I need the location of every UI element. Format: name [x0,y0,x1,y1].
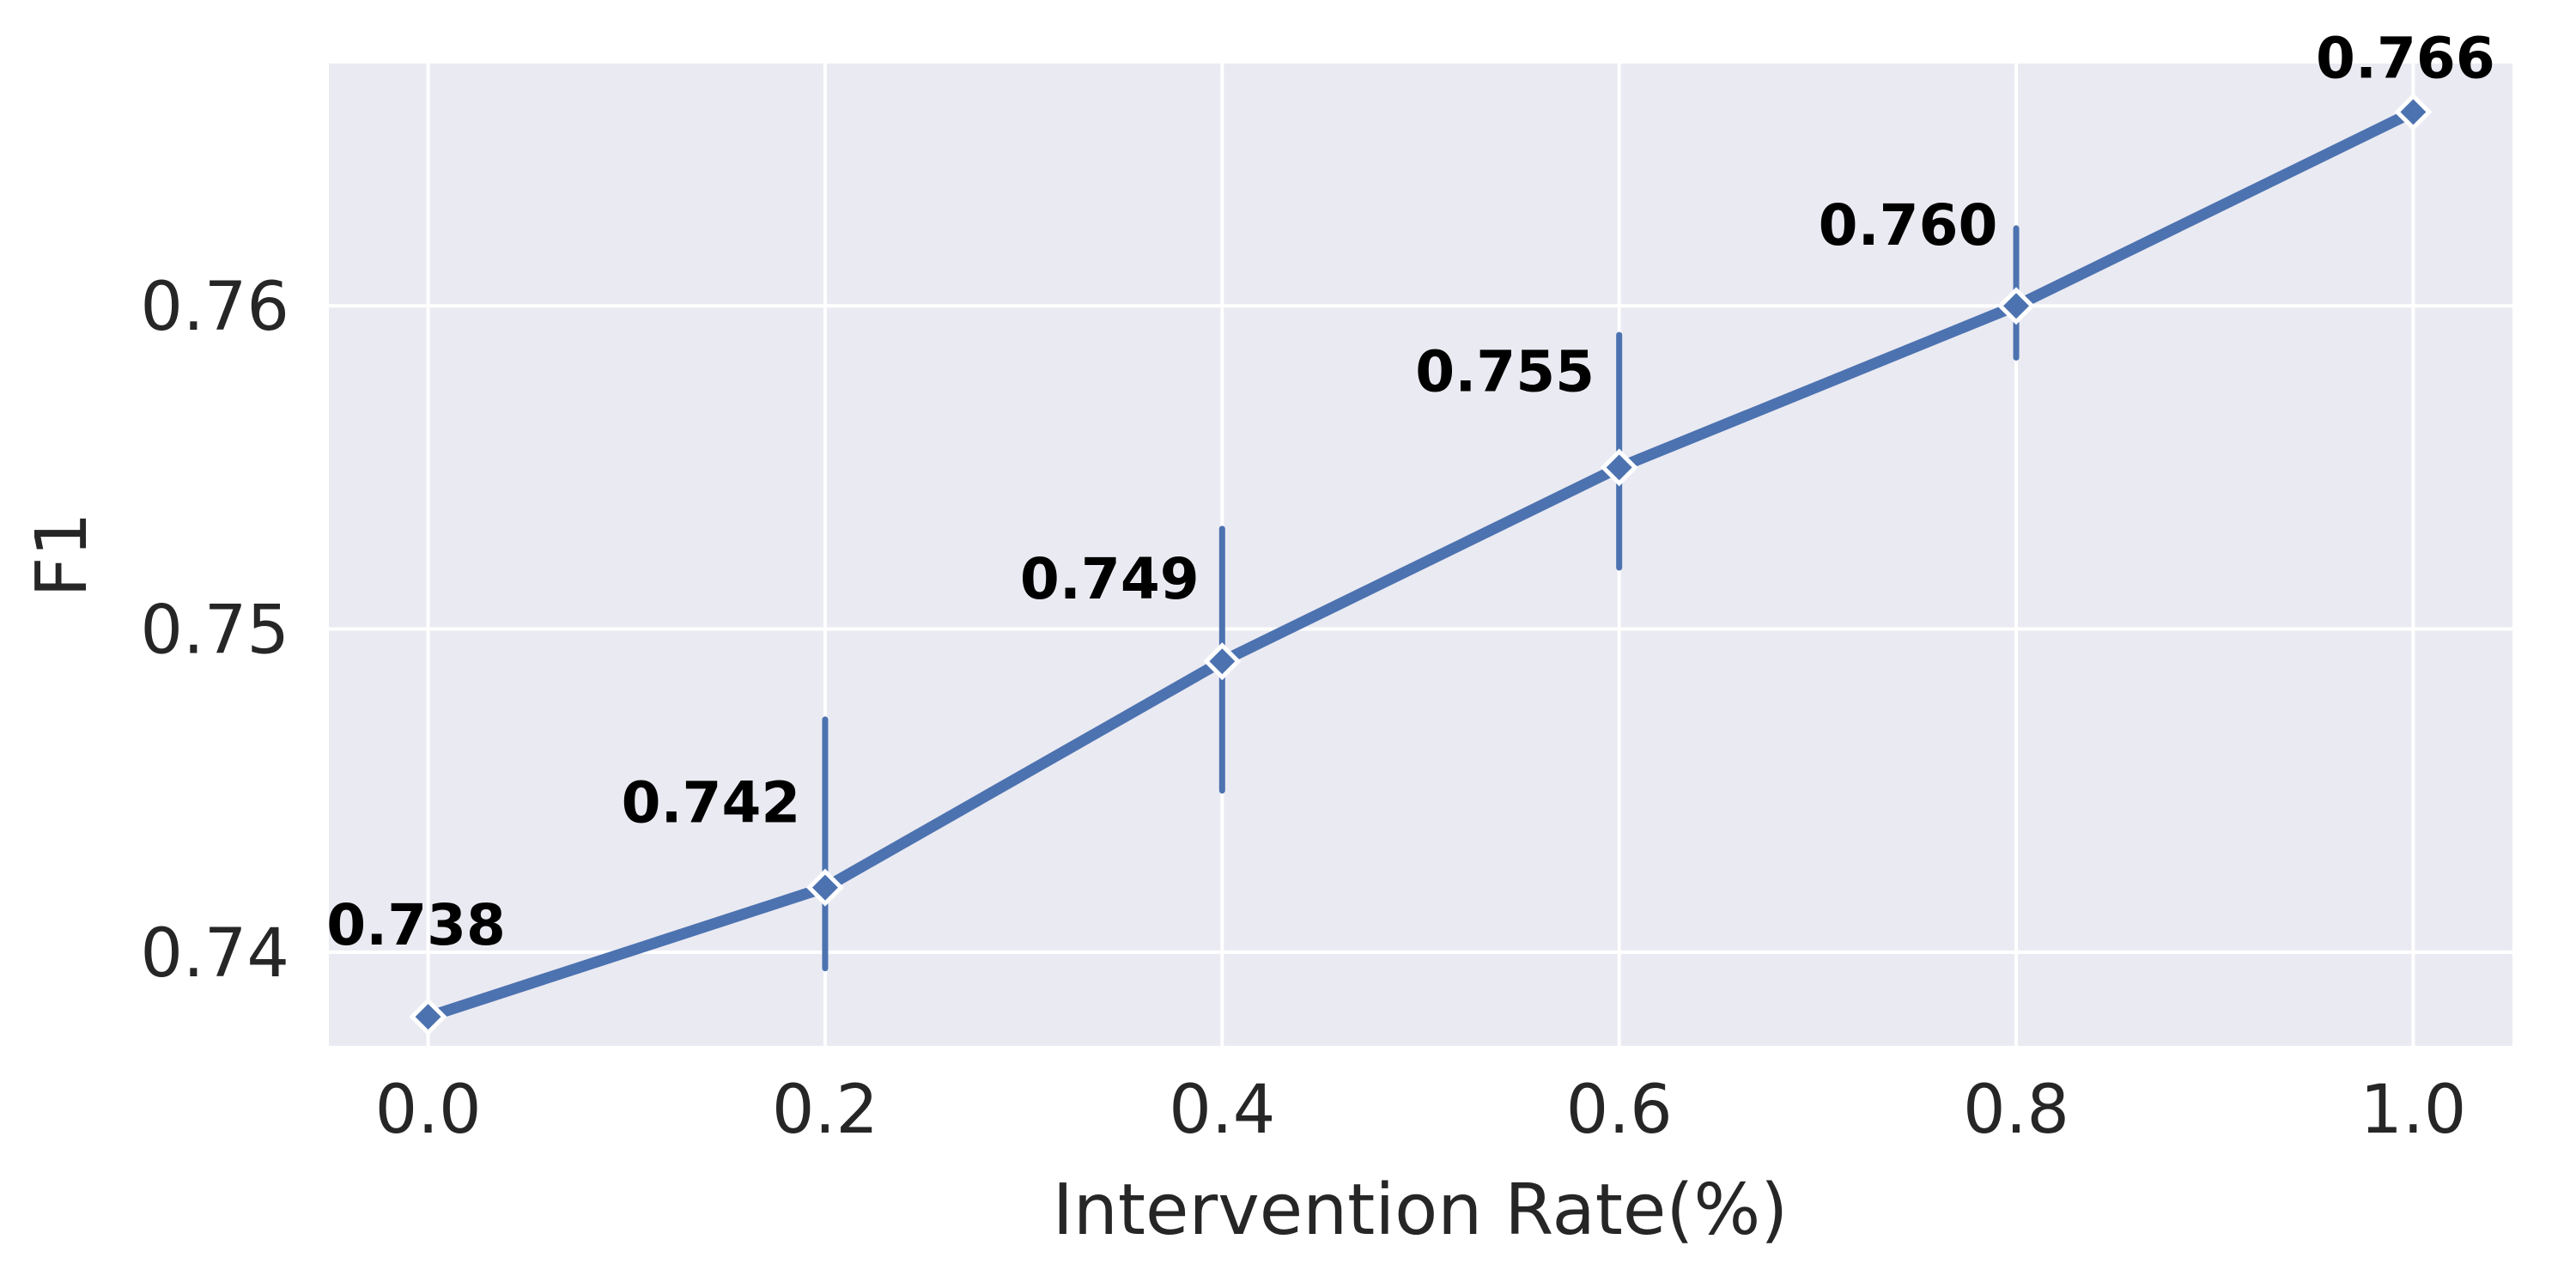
y-tick-label: 0.76 [140,269,289,346]
plot-layer: 0.738 0.742 0.749 0.755 0.760 0.766 0.0 0.2 0.4 0… [140,25,2512,1149]
point-value-label: 0.749 [1020,546,1200,612]
data-point-marker [1600,448,1638,487]
data-point-marker [1997,287,2036,325]
x-tick-label: 0.4 [1169,1072,1275,1149]
x-tick-label: 0.8 [1963,1072,2069,1149]
point-value-label: 0.760 [1819,192,1998,258]
data-point-marker [409,998,447,1036]
x-axis-title: Intervention Rate(%) [1053,1170,1788,1251]
y-tick-label: 0.74 [140,915,289,993]
point-value-label: 0.742 [622,770,801,836]
plot-background [329,64,2512,1046]
data-point-marker [805,868,844,907]
x-tick-label: 0.0 [375,1072,482,1149]
data-line [422,106,2419,1023]
point-value-label: 0.738 [326,892,506,958]
x-tick-label: 1.0 [2360,1072,2466,1149]
x-tick-label: 0.2 [772,1072,878,1149]
data-point-marker [2394,93,2433,131]
data-point-marker [1203,642,1242,681]
point-value-label: 0.766 [2316,25,2495,91]
y-axis-title: F1 [21,512,103,597]
point-value-label: 0.755 [1415,338,1595,404]
y-tick-label: 0.75 [140,592,289,670]
x-tick-label: 0.6 [1566,1072,1673,1149]
